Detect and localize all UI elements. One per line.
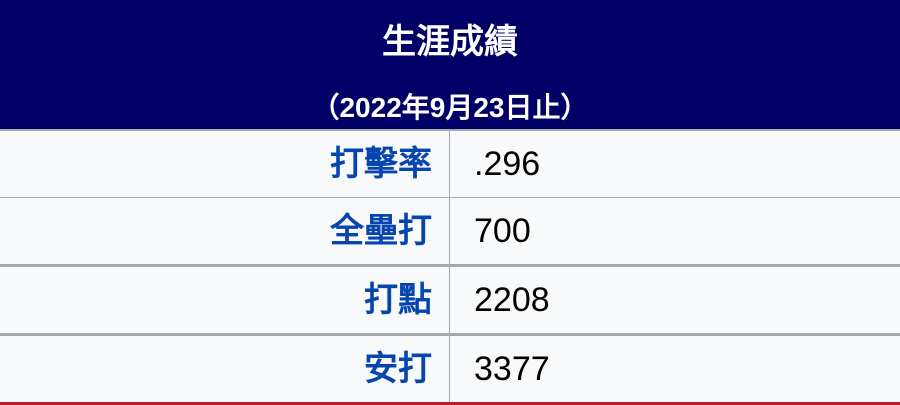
- table-row: 打擊率 .296: [0, 131, 900, 198]
- table-subtitle: （2022年9月23日止）: [311, 92, 589, 123]
- table-row: 打點 2208: [0, 267, 900, 336]
- table-header: 生涯成績 （2022年9月23日止）: [0, 0, 900, 131]
- table-row: 安打 3377: [0, 336, 900, 405]
- table-row: 全壘打 700: [0, 198, 900, 267]
- row-value: 2208: [474, 281, 550, 319]
- row-value: 3377: [474, 350, 550, 388]
- row-label-rbi[interactable]: 打點: [0, 267, 450, 333]
- row-label-hits[interactable]: 安打: [0, 336, 450, 402]
- row-label-home-runs[interactable]: 全壘打: [0, 198, 450, 264]
- row-value: 700: [474, 212, 531, 250]
- table-title: 生涯成績: [382, 23, 518, 61]
- row-label-batting-average[interactable]: 打擊率: [0, 131, 450, 197]
- row-value: .296: [474, 145, 541, 183]
